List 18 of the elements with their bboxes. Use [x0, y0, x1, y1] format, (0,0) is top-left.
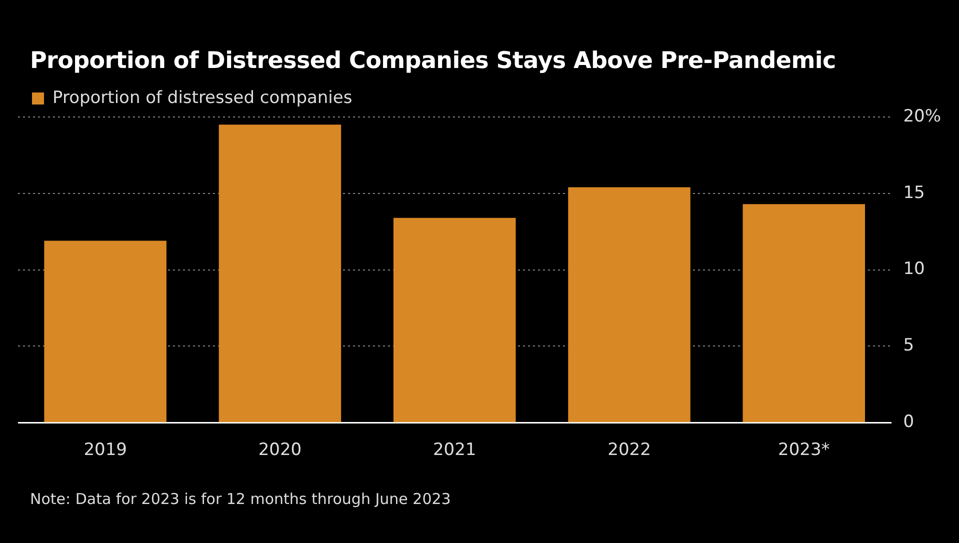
text: Note: Data for 2023 is for 12 months through June 2023 [30, 490, 451, 509]
x-tick-label: 2022 [608, 440, 651, 460]
x-tick-label: 2023* [778, 440, 830, 460]
y-tick-label: 0 [903, 412, 914, 432]
bar [568, 187, 690, 422]
y-tick-label: 5 [903, 336, 914, 356]
bar [393, 218, 516, 422]
bar [44, 240, 166, 422]
y-tick-label: 20% [903, 106, 942, 126]
x-tick-label: 2020 [258, 440, 302, 460]
y-tick-label: 15 [903, 182, 925, 203]
chart-title: Proportion of Distressed Companies Stays Above Pre-Pandemic [30, 48, 836, 74]
bar [742, 204, 866, 422]
legend-label: Proportion of distressed companies [52, 88, 352, 108]
x-tick-label: 2019 [84, 440, 127, 460]
y-tick-label: 10 [903, 259, 925, 280]
bar [218, 124, 342, 422]
x-tick-label: 2021 [432, 440, 476, 460]
